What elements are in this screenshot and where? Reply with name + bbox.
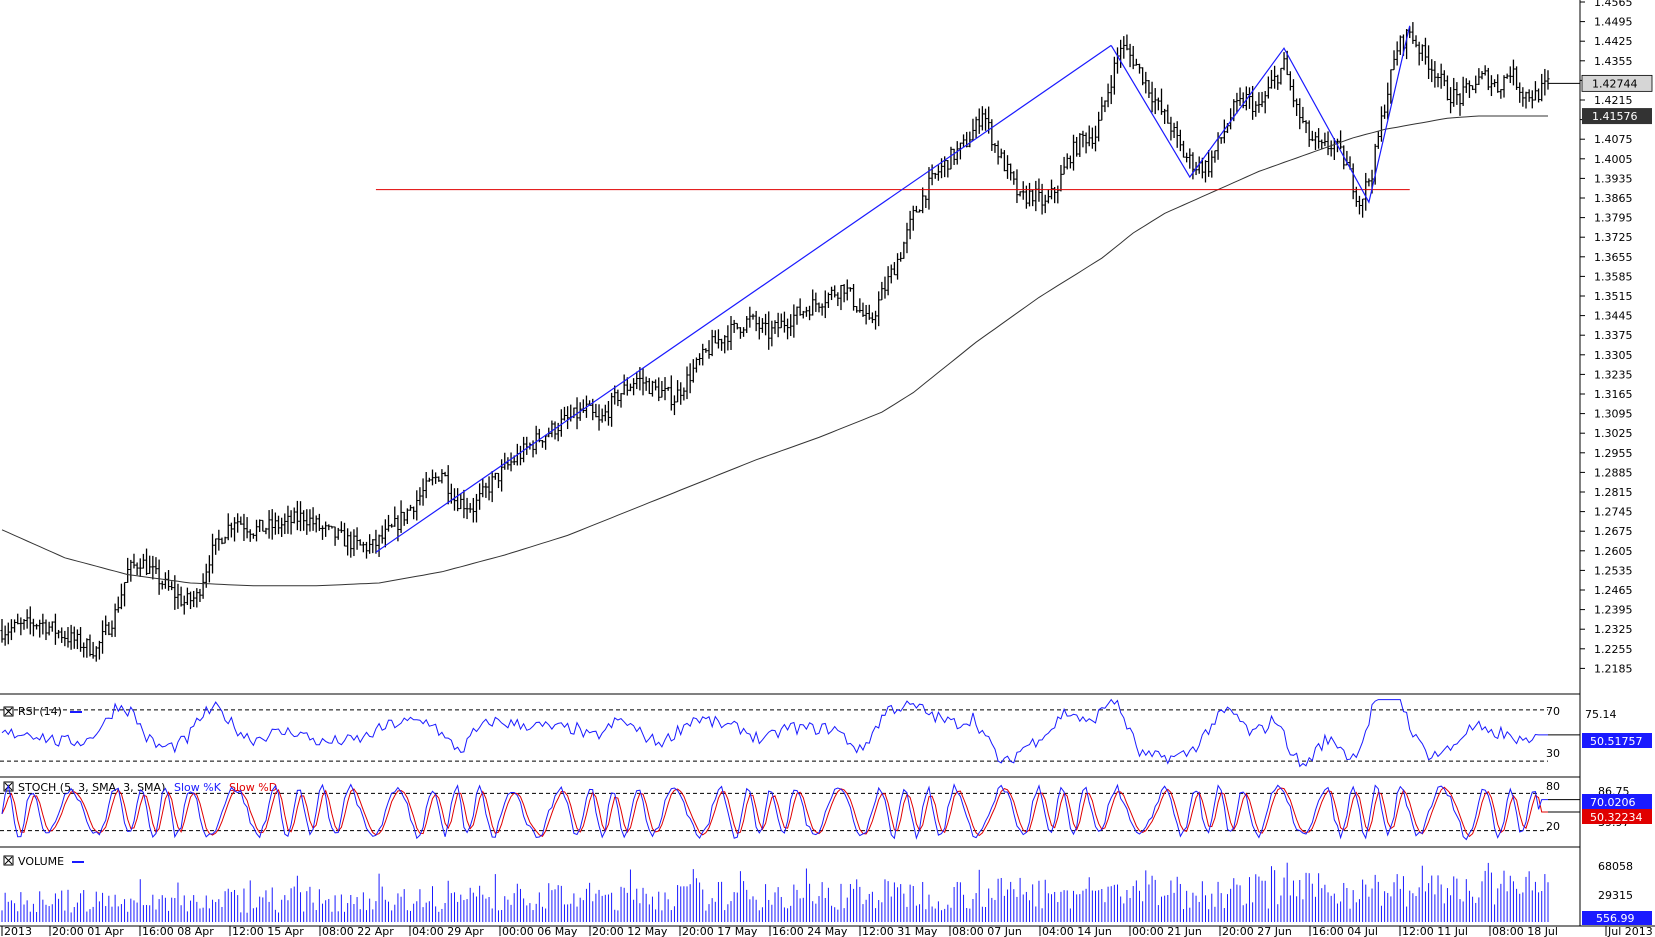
time-label: 12:00 15 Apr [232, 925, 304, 937]
price-tick-label: 1.4215 [1594, 94, 1633, 107]
stoch-close-icon[interactable] [3, 781, 14, 792]
price-tick-label: 1.3305 [1594, 349, 1633, 362]
stoch-d-line [1, 786, 1548, 838]
price-tick-label: 1.2815 [1594, 486, 1633, 499]
rsi-value-badge: 50.51757 [1590, 735, 1643, 748]
price-tick-label: 1.3725 [1594, 231, 1633, 244]
ma-badge-bg [1582, 108, 1652, 125]
price-tick-label: 1.3935 [1594, 172, 1633, 185]
time-label: 16:00 24 May [772, 925, 848, 937]
time-label: 2013 [4, 925, 32, 937]
price-tick-label: 1.2675 [1594, 525, 1633, 538]
price-tick-label: 1.2325 [1594, 623, 1633, 636]
time-label: 00:00 21 Jun [1132, 925, 1202, 937]
moving-average-line [1, 115, 1548, 587]
time-label: 08:00 18 Jul [1492, 925, 1558, 937]
price-tick-label: 1.3865 [1594, 192, 1633, 205]
price-tick-label: 1.3585 [1594, 270, 1633, 283]
rsi-axis-label: 75.14 [1585, 708, 1617, 721]
price-tick-label: 1.3795 [1594, 212, 1633, 225]
price-tick-label: 1.3025 [1594, 427, 1633, 440]
volume-label: VOLUME [18, 855, 64, 868]
rsi-line [1, 698, 1548, 768]
time-label: 08:00 07 Jun [952, 925, 1022, 937]
price-panel [0, 22, 1550, 662]
price-tick-label: 1.3515 [1594, 290, 1633, 303]
stoch-k-label: Slow %K [174, 781, 222, 794]
price-tick-label: 1.4425 [1594, 35, 1633, 48]
time-label: 08:00 22 Apr [322, 925, 394, 937]
zigzag-pattern [1110, 25, 1411, 204]
time-label: 16:00 08 Apr [142, 925, 214, 937]
price-tick-label: 1.4565 [1594, 0, 1633, 9]
time-label: 20:00 17 May [682, 925, 758, 937]
last-price-badge: 1.42744 [1592, 77, 1638, 90]
time-label: 20:00 12 May [592, 925, 668, 937]
volume-tick-mid: 29315 [1598, 889, 1633, 902]
price-tick-label: 1.2535 [1594, 564, 1633, 577]
price-tick-label: 1.3095 [1594, 408, 1633, 421]
price-tick-label: 1.4355 [1594, 55, 1633, 68]
stoch-k-line [1, 783, 1548, 841]
time-label: 20:00 27 Jun [1222, 925, 1292, 937]
rsi-level-70: 70 [1546, 705, 1560, 718]
price-tick-label: 1.3445 [1594, 310, 1633, 323]
price-tick-label: 1.2955 [1594, 447, 1633, 460]
price-tick-label: 1.4005 [1594, 153, 1633, 166]
price-tick-label: 1.2395 [1594, 604, 1633, 617]
rsi-level-30: 30 [1546, 747, 1560, 760]
price-tick-label: 1.4495 [1594, 16, 1633, 29]
rsi-panel: RSI (14) 70 30 75.14 50.51757 [0, 698, 1652, 768]
price-tick-label: 1.2255 [1594, 643, 1633, 656]
price-tick-label: 1.3375 [1594, 329, 1633, 342]
time-label: 20:00 01 Apr [52, 925, 124, 937]
time-label: 12:00 31 May [862, 925, 938, 937]
price-tick-label: 1.2745 [1594, 506, 1633, 519]
rsi-label: RSI (14) [18, 705, 62, 718]
stoch-d-badge: 50.32234 [1590, 811, 1643, 824]
price-tick-label: 1.2885 [1594, 466, 1633, 479]
time-label: 04:00 14 Jun [1042, 925, 1112, 937]
ma-badge: 1.41576 [1592, 110, 1638, 123]
time-label: 16:00 04 Jul [1312, 925, 1378, 937]
last-price-badge-bg [1581, 74, 1653, 92]
trendline [375, 44, 1112, 553]
rsi-close-icon[interactable] [3, 706, 14, 717]
price-tick-label: 1.2465 [1594, 584, 1633, 597]
time-label: 00:00 06 May [502, 925, 578, 937]
price-tick-label: 1.2185 [1594, 662, 1633, 675]
time-axis: 2013 20:00 01 Apr 16:00 08 Apr 12:00 15 Apr… [1, 925, 1653, 937]
price-axis: 1.45651.44951.44251.43551.42851.42151.41… [1548, 0, 1653, 675]
volume-tick-high: 68058 [1598, 860, 1633, 873]
time-label: 04:00 29 Apr [412, 925, 484, 937]
price-tick-label: 1.4075 [1594, 133, 1633, 146]
time-label: Jul 2013 [1607, 925, 1653, 937]
time-label: 12:00 11 Jul [1402, 925, 1468, 937]
stoch-level-80: 80 [1546, 780, 1560, 793]
stoch-k-badge: 70.0206 [1590, 796, 1636, 809]
stoch-label: STOCH (5, 3, SMA, 3, SMA) [18, 781, 165, 794]
price-tick-label: 1.3165 [1594, 388, 1633, 401]
stoch-panel: STOCH (5, 3, SMA, 3, SMA) Slow %K Slow %… [0, 780, 1652, 841]
price-tick-label: 1.3235 [1594, 368, 1633, 381]
volume-value-badge: 556.99 [1596, 912, 1635, 925]
price-tick-label: 1.3655 [1594, 251, 1633, 264]
volume-close-icon[interactable] [3, 855, 14, 866]
volume-panel: VOLUME 68058 29315 556.99 [1, 855, 1652, 925]
price-tick-label: 1.2605 [1594, 545, 1633, 558]
stoch-level-20: 20 [1546, 820, 1560, 833]
